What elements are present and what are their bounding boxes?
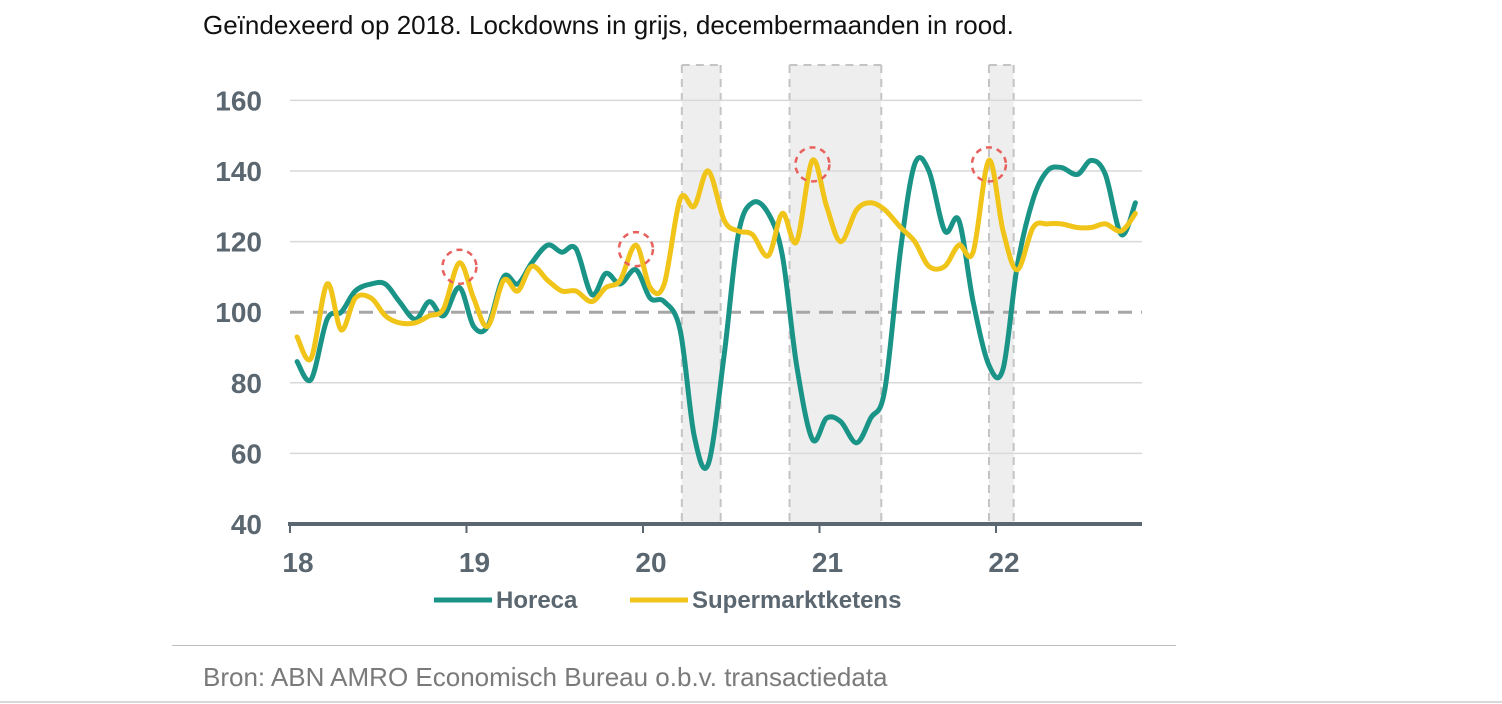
legend-label-supermarktketens: Supermarktketens [692, 587, 901, 614]
x-tick-label: 20 [635, 547, 666, 578]
y-tick-label: 60 [231, 438, 262, 469]
x-tick-label: 22 [988, 547, 1019, 578]
y-tick-label: 80 [231, 368, 262, 399]
december-marker [794, 146, 831, 183]
bottom-divider [0, 701, 1502, 703]
series-lines [294, 155, 1138, 471]
line-chart: 40 60 80 100 120 140 160 18 19 20 21 22 Horeca Supe… [215, 64, 1142, 614]
chart-subtitle: Geïndexeerd op 2018. Lockdowns in grijs,… [203, 10, 1014, 40]
y-tick-label: 40 [231, 509, 262, 540]
series-line-horeca [294, 155, 1138, 471]
x-tick-label: 21 [812, 547, 843, 578]
x-axis: 18 19 20 21 22 [282, 522, 1142, 578]
december-marker [617, 230, 655, 268]
gridlines [290, 99, 1142, 455]
december-marker [441, 248, 478, 286]
x-tick-label: 19 [459, 547, 490, 578]
legend: Horeca Supermarktketens [434, 587, 901, 614]
series-line-supermarktketens [294, 157, 1138, 363]
december-marker [970, 146, 1008, 183]
source-note: Bron: ABN AMRO Economisch Bureau o.b.v. … [203, 662, 888, 692]
lockdown-band-2 [789, 65, 882, 524]
lockdown-band-3 [988, 65, 1014, 524]
x-tick-label: 18 [282, 547, 313, 578]
legend-label-horeca: Horeca [496, 587, 578, 614]
y-tick-label: 100 [215, 297, 262, 328]
lockdown-band-1 [681, 65, 721, 524]
y-tick-label: 160 [215, 85, 262, 116]
source-divider [172, 645, 1176, 646]
y-tick-labels: 40 60 80 100 120 140 160 [215, 85, 262, 540]
december-markers [441, 146, 1008, 286]
y-tick-label: 120 [215, 227, 262, 258]
y-tick-label: 140 [215, 156, 262, 187]
